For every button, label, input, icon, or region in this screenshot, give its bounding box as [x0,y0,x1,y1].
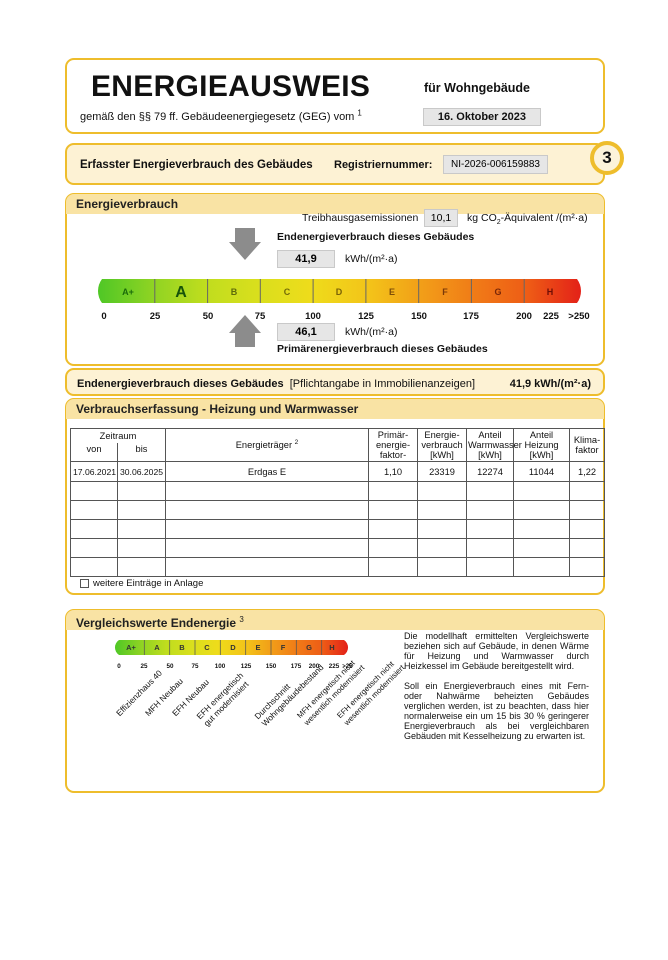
svg-text:H: H [547,287,554,297]
svg-text:F: F [281,643,286,652]
svg-text:225: 225 [543,311,560,322]
svg-text:0: 0 [117,663,121,670]
svg-text:H: H [329,643,334,652]
svg-text:125: 125 [241,663,252,670]
svg-text:C: C [284,287,291,297]
svg-text:D: D [230,643,236,652]
svg-text:100: 100 [305,311,321,322]
svg-text:75: 75 [191,663,199,670]
svg-text:G: G [494,287,501,297]
svg-text:A: A [154,643,160,652]
svg-text:50: 50 [166,663,174,670]
svg-text:0: 0 [101,311,106,322]
svg-text:25: 25 [140,663,148,670]
svg-text:50: 50 [203,311,214,322]
svg-text:150: 150 [411,311,427,322]
svg-text:E: E [255,643,260,652]
svg-text:100: 100 [215,663,226,670]
svg-text:A+: A+ [126,643,136,652]
svg-text:G: G [306,643,312,652]
svg-text:200: 200 [516,311,532,322]
svg-text:25: 25 [150,311,161,322]
svg-text:B: B [231,287,238,297]
svg-text:175: 175 [463,311,480,322]
svg-text:B: B [179,643,185,652]
svg-text:A+: A+ [122,287,134,297]
svg-text:A: A [175,284,187,301]
svg-text:F: F [442,287,448,297]
svg-text:E: E [389,287,395,297]
svg-text:C: C [204,643,210,652]
svg-text:>250: >250 [568,311,589,322]
svg-text:150: 150 [266,663,277,670]
svg-text:D: D [336,287,343,297]
svg-text:125: 125 [358,311,375,322]
